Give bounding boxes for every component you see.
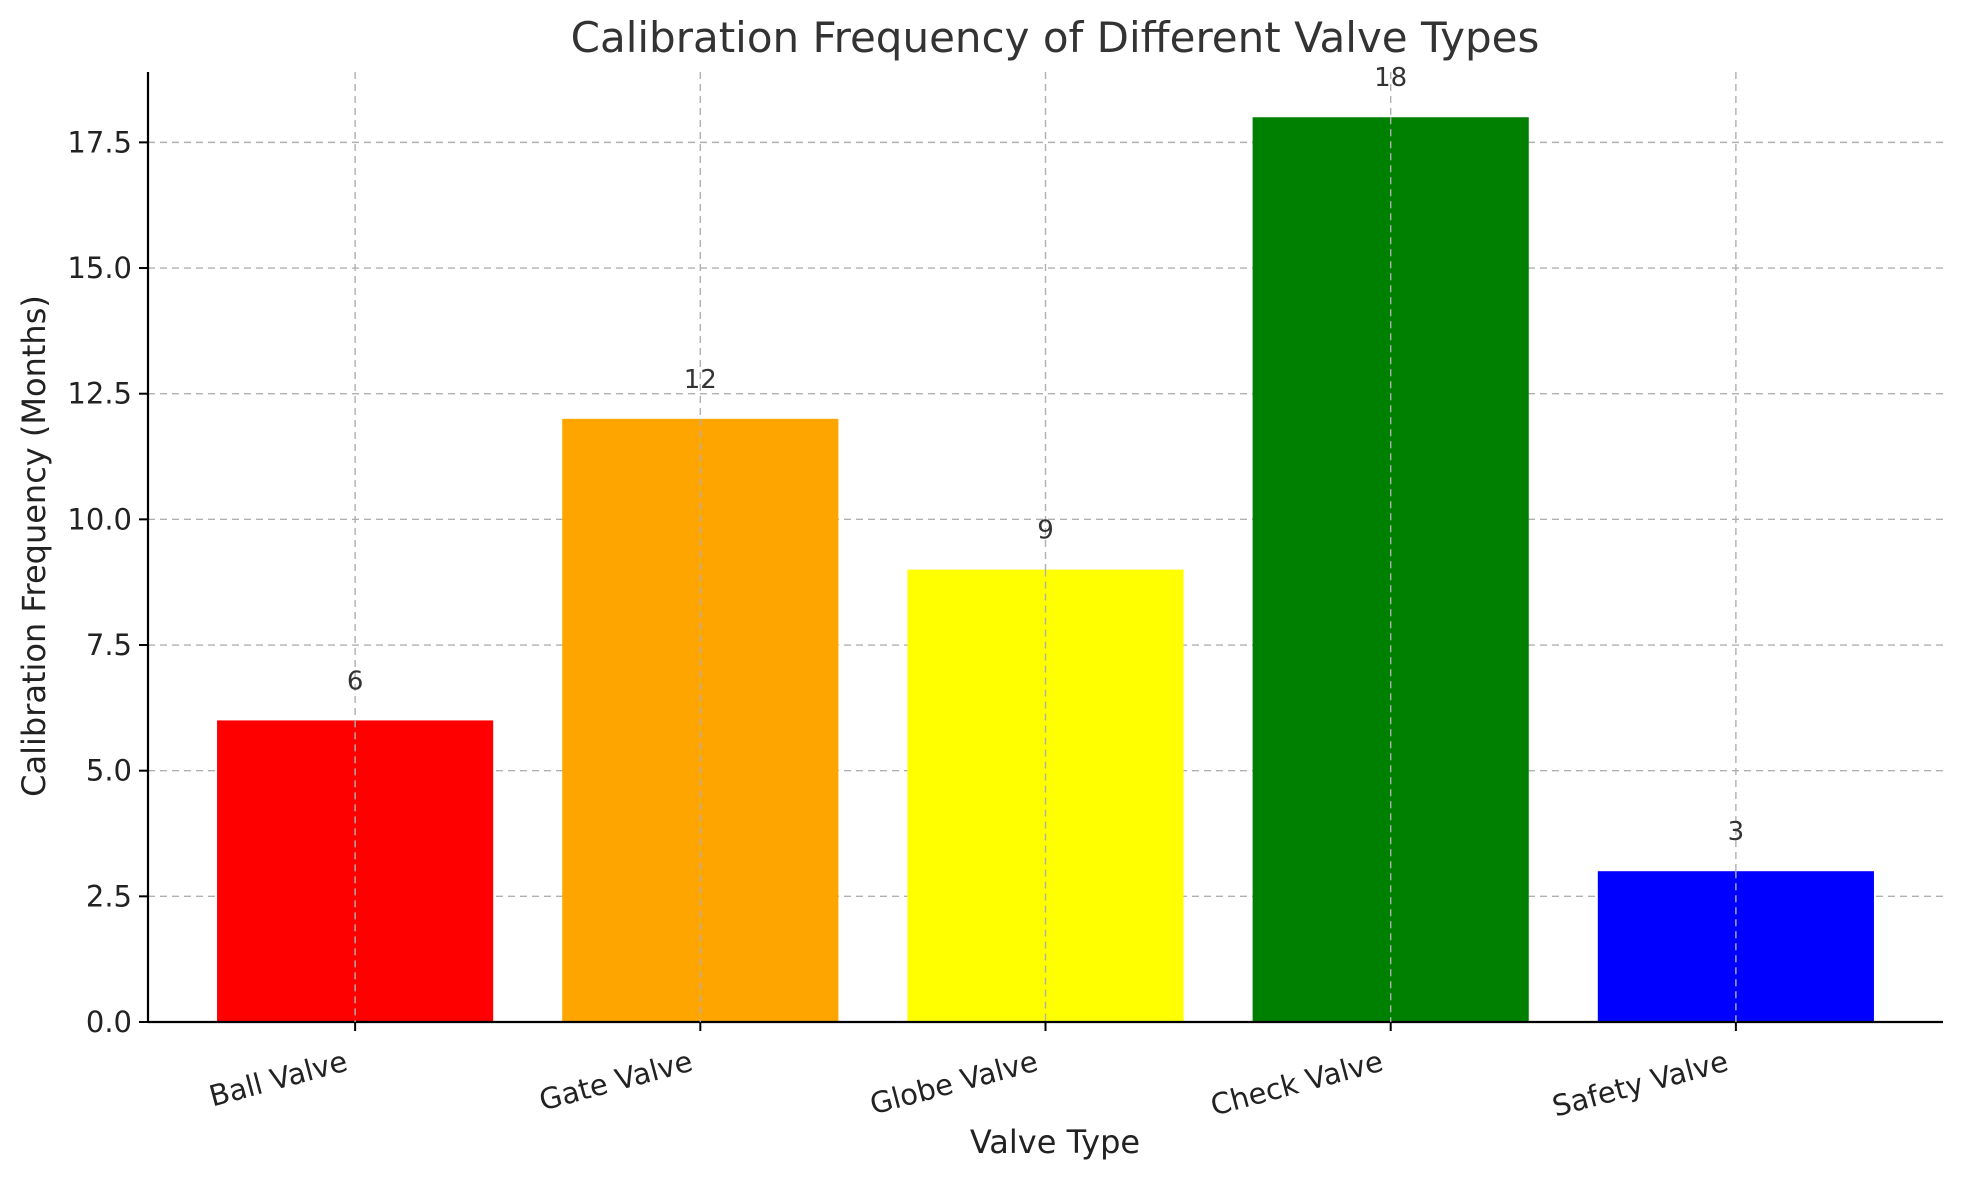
y-tick-label: 5.0 xyxy=(86,754,132,788)
y-tick-label: 2.5 xyxy=(86,879,132,913)
x-tick-label: Gate Valve xyxy=(536,1044,697,1118)
y-tick-label: 17.5 xyxy=(67,125,132,159)
bar-value-label: 6 xyxy=(347,666,364,696)
y-tick-label: 10.0 xyxy=(67,502,132,536)
bar-value-label: 3 xyxy=(1728,817,1745,847)
y-tick-label: 7.5 xyxy=(86,628,132,662)
x-tick-label: Safety Valve xyxy=(1549,1044,1732,1124)
x-tick-label: Ball Valve xyxy=(206,1044,351,1113)
chart-title: Calibration Frequency of Different Valve… xyxy=(571,13,1540,62)
y-tick-label: 12.5 xyxy=(67,377,132,411)
bar-value-label: 12 xyxy=(684,365,717,395)
y-tick-label: 0.0 xyxy=(86,1005,132,1039)
bar-value-label: 9 xyxy=(1037,516,1054,546)
bar-value-label: 18 xyxy=(1374,63,1407,93)
data-labels: 6 12 9 18 3 xyxy=(347,63,1744,1022)
x-axis-label: Valve Type xyxy=(970,1123,1140,1161)
y-axis-label: Calibration Frequency (Months) xyxy=(15,295,53,797)
x-tick-label: Check Valve xyxy=(1207,1044,1387,1123)
x-tick-label: Globe Valve xyxy=(866,1044,1041,1121)
y-tick-label: 15.0 xyxy=(67,251,132,285)
